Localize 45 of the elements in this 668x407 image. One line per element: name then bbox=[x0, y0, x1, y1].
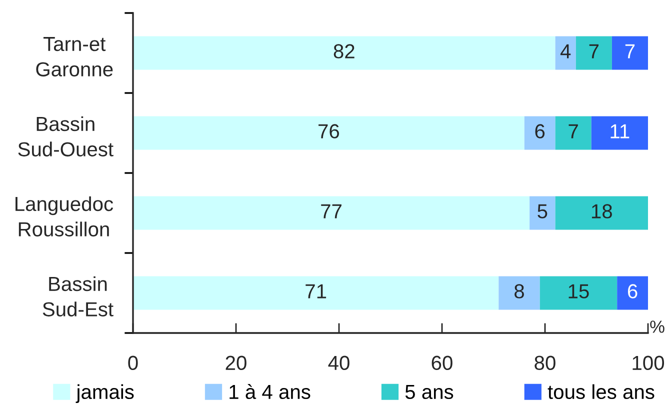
y-tick-label: Tarn-et Garonne bbox=[36, 37, 113, 76]
y-tick-label: Bassin Sud-Est bbox=[42, 276, 114, 316]
x-tick-label: 100 bbox=[632, 356, 664, 370]
data-label: 6 bbox=[628, 284, 638, 298]
bar bbox=[498, 276, 540, 310]
bar bbox=[133, 196, 530, 230]
data-label: 71 bbox=[306, 284, 326, 298]
data-label: 4 bbox=[560, 44, 571, 58]
bar bbox=[576, 36, 612, 70]
bar bbox=[133, 116, 524, 150]
x-tick-label: 0 bbox=[128, 356, 138, 370]
x-tick-label: 20 bbox=[226, 356, 246, 370]
bar bbox=[612, 36, 648, 70]
bar bbox=[530, 196, 556, 230]
data-label: 76 bbox=[318, 124, 340, 138]
data-label: 7 bbox=[625, 44, 635, 58]
legend-label: jamais bbox=[76, 384, 134, 404]
legend-label: 1 à 4 ans bbox=[230, 384, 310, 400]
legend-label: tous les ans bbox=[548, 384, 654, 400]
bar bbox=[133, 276, 499, 310]
x-tick-label: 40 bbox=[328, 356, 350, 370]
bar bbox=[617, 276, 648, 310]
data-label: 7 bbox=[589, 44, 599, 58]
x-axis-title: % bbox=[650, 320, 664, 333]
data-label: 18 bbox=[592, 204, 612, 218]
data-label: 8 bbox=[514, 284, 524, 298]
bar bbox=[555, 36, 576, 70]
bar bbox=[524, 116, 556, 150]
bar bbox=[540, 276, 618, 310]
bar bbox=[555, 196, 648, 230]
y-tick-label: Bassin Sud-Ouest bbox=[18, 116, 114, 156]
data-label: 5 bbox=[538, 204, 548, 218]
data-label: 77 bbox=[321, 204, 342, 218]
bar bbox=[133, 36, 556, 70]
x-tick-label: 80 bbox=[534, 356, 556, 370]
data-label: 15 bbox=[568, 284, 589, 298]
data-label: 7 bbox=[568, 124, 578, 138]
x-tick-label: 60 bbox=[432, 356, 452, 370]
data-label: 6 bbox=[535, 124, 545, 138]
legend-label: 5 ans bbox=[405, 385, 454, 400]
data-label: 82 bbox=[334, 44, 354, 58]
bar bbox=[591, 116, 648, 150]
y-tick-label: Languedoc Roussillon bbox=[16, 196, 114, 236]
data-label: 11 bbox=[610, 124, 630, 138]
bar bbox=[555, 116, 592, 150]
